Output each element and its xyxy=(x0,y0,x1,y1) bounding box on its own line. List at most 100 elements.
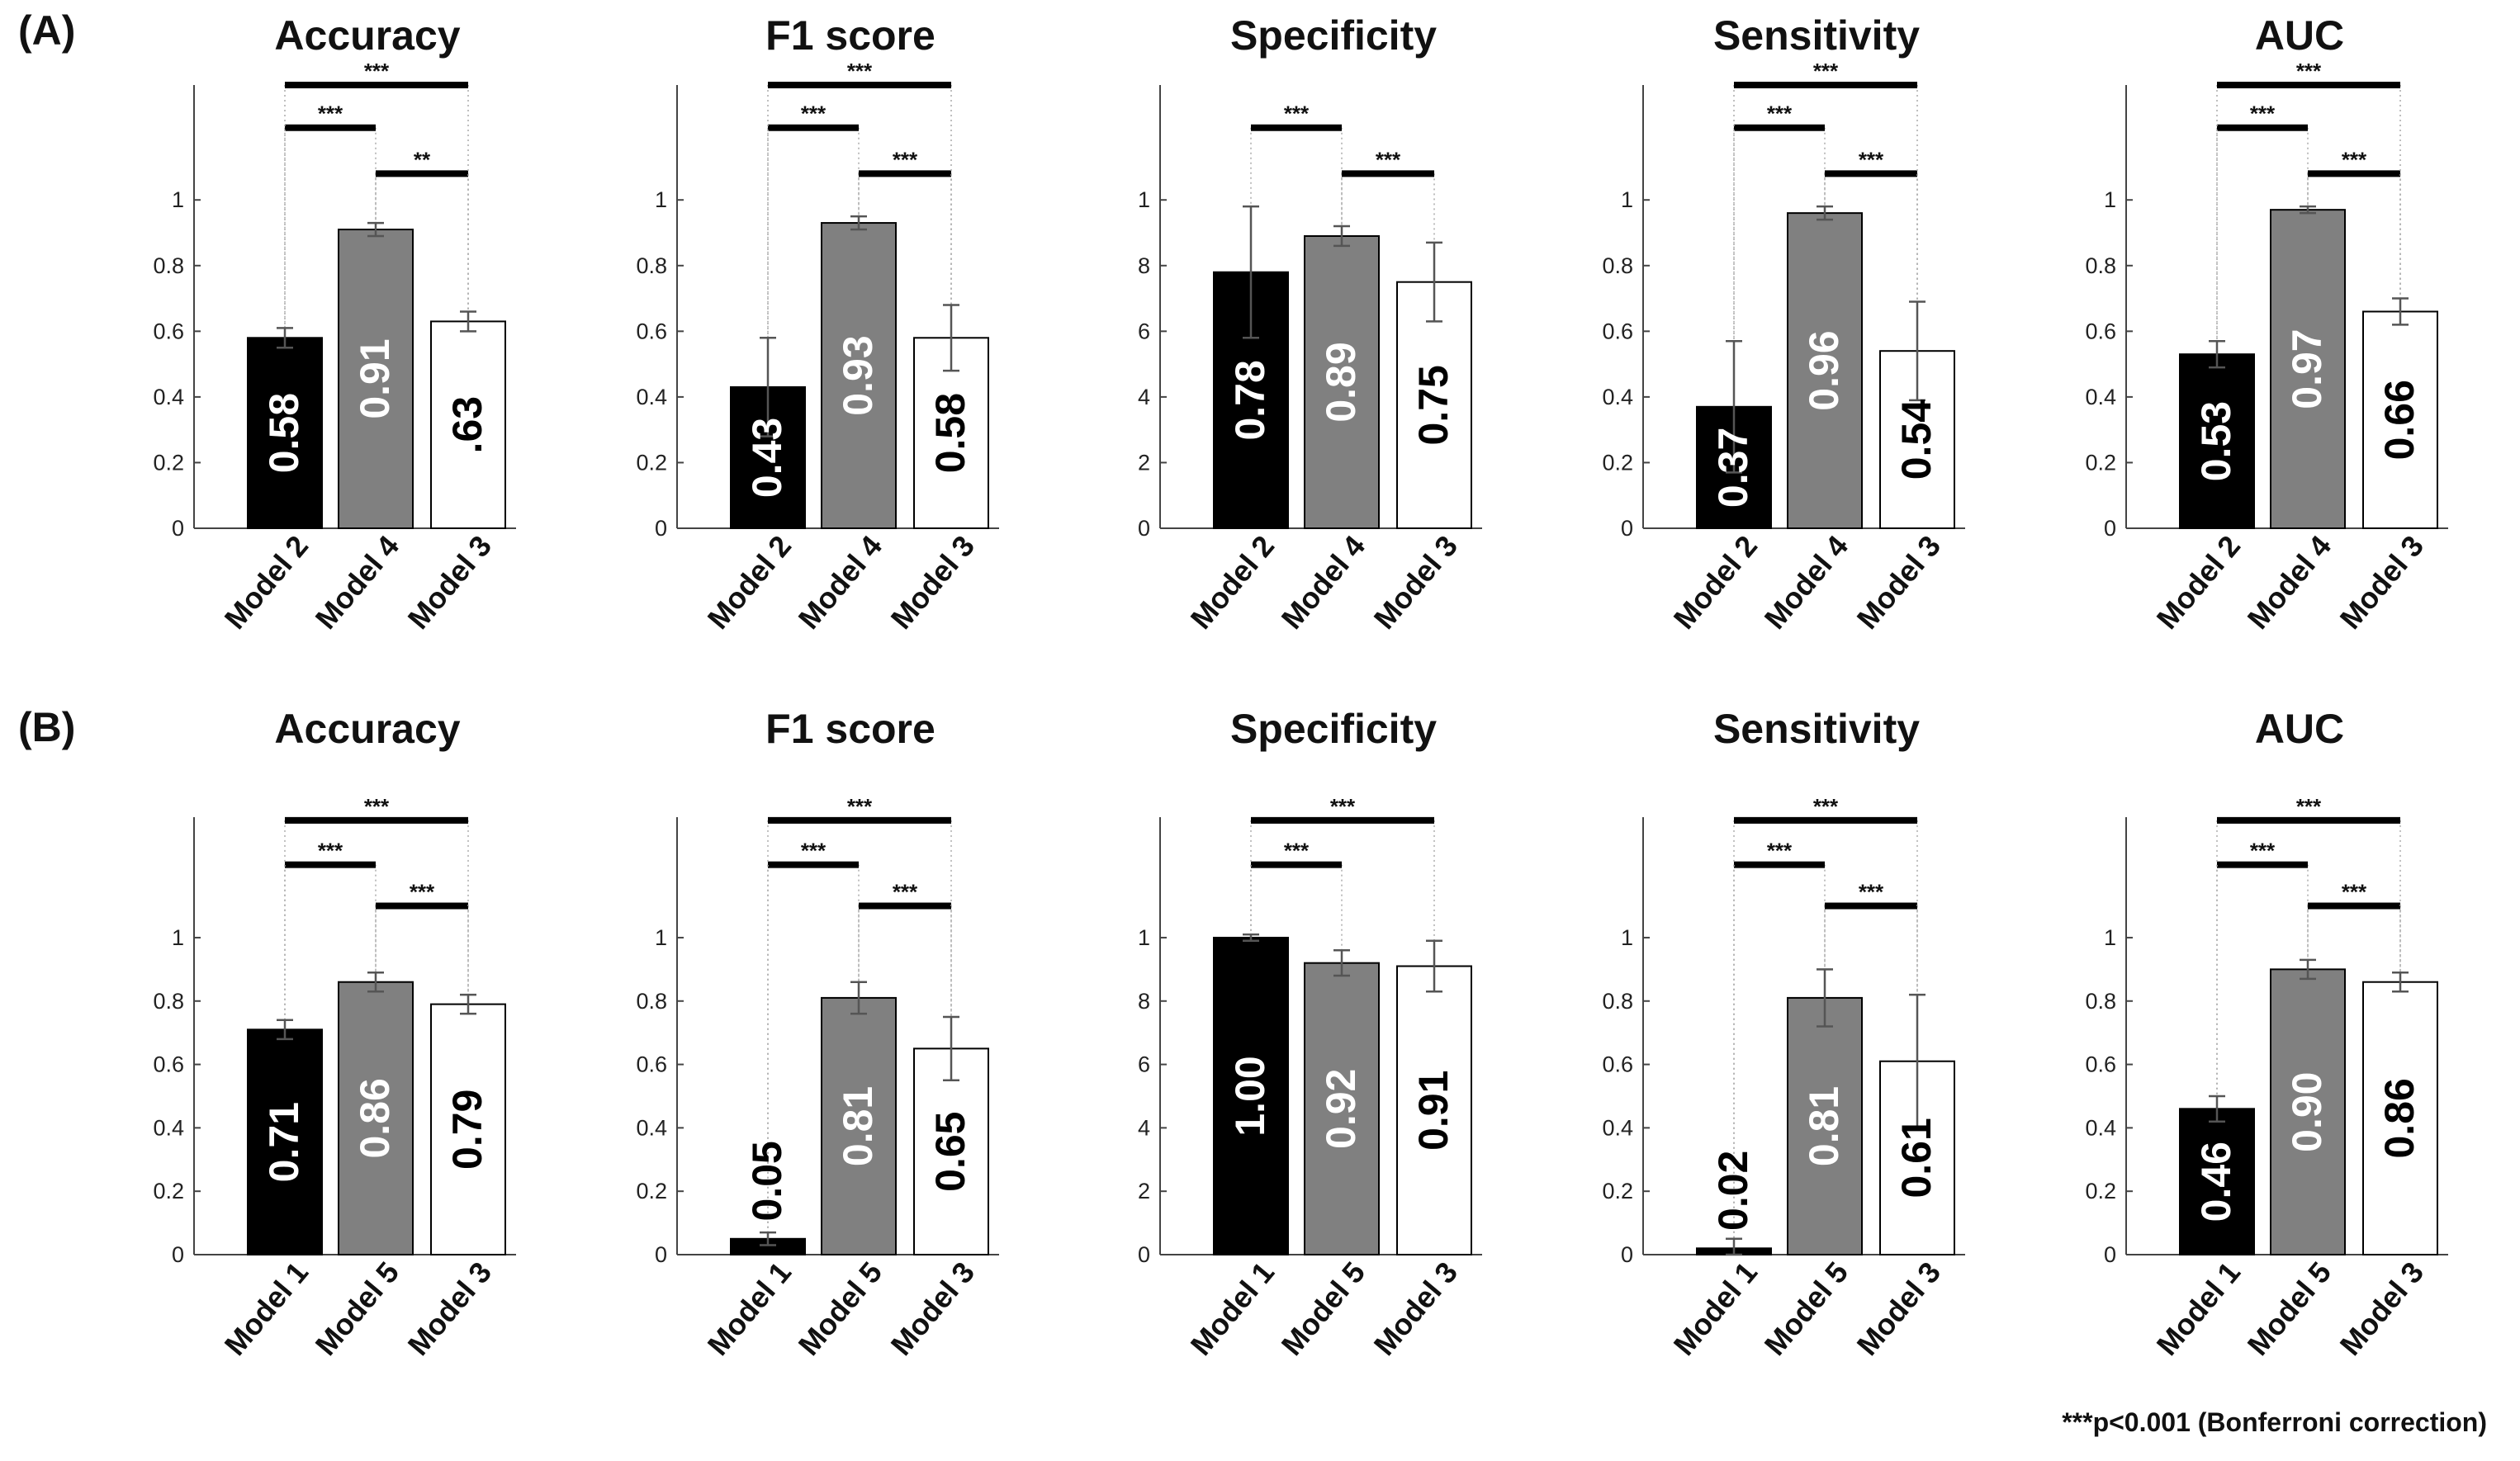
r0c4-value-label: 0.53 xyxy=(2193,401,2239,481)
r1c2-bar xyxy=(1396,965,1472,1255)
r1c1-category-label: Model 1 xyxy=(701,1255,798,1362)
r0c0-title: Accuracy xyxy=(274,12,460,59)
r1c1-sig-label: *** xyxy=(801,839,827,863)
r1c3-sig-label: *** xyxy=(1859,880,1884,905)
r1c0-value-label: 0.71 xyxy=(261,1102,307,1182)
r1c1-ytick-label: 0.2 xyxy=(636,1179,667,1203)
r1c3-sig-label: *** xyxy=(1813,794,1839,819)
r1c4-category-label: Model 3 xyxy=(2333,1255,2431,1362)
r1c4-value-label: 0.46 xyxy=(2193,1142,2239,1222)
r1c4-category-label: Model 5 xyxy=(2241,1255,2338,1362)
r1c2-sig-label: *** xyxy=(1284,839,1310,863)
r0c2-ytick-label: 6 xyxy=(1138,319,1150,343)
r1c1-category-label: Model 5 xyxy=(792,1255,889,1362)
r0c0-bar xyxy=(247,337,323,529)
r1c3-ytick-label: 0 xyxy=(1621,1242,1633,1267)
r0c1-category-label: Model 2 xyxy=(701,529,798,636)
r1c0-bar xyxy=(247,1028,323,1255)
r1c1-sig-label: *** xyxy=(893,880,918,905)
r1c2-value-label: 1.00 xyxy=(1227,1056,1273,1136)
r1c1-value-label: 0.81 xyxy=(835,1086,881,1166)
r0c1-sig-label: *** xyxy=(893,147,918,172)
r1c3-category-label: Model 1 xyxy=(1667,1255,1764,1362)
r0c1-sig-label: *** xyxy=(847,59,873,83)
r1c4-bar xyxy=(2270,968,2346,1255)
r1c3-sig-label: *** xyxy=(1767,839,1793,863)
r0c4-value-label: 0.66 xyxy=(2376,380,2423,460)
r0c4-category-label: Model 2 xyxy=(2150,529,2248,636)
r0c4-bar xyxy=(2270,209,2346,529)
r0c0-sig-label: ** xyxy=(414,147,431,172)
r0c2-bar xyxy=(1304,234,1380,529)
r0c1-value-label: 0.43 xyxy=(744,418,790,498)
r0c1-title: F1 score xyxy=(765,12,936,59)
r1c2-ytick-label: 1 xyxy=(1138,925,1150,950)
r0c3-category-label: Model 2 xyxy=(1667,529,1764,636)
r0c2-ytick-label: 2 xyxy=(1138,450,1150,475)
r0c1-ytick-label: 1 xyxy=(655,187,667,212)
r1c1-sig-label: *** xyxy=(847,794,873,819)
r0c4-ytick-label: 0.8 xyxy=(2085,253,2116,278)
r0c1-bar xyxy=(821,222,897,529)
r0c3-sig-label: *** xyxy=(1813,59,1839,83)
r1c4-ytick-label: 0 xyxy=(2104,1242,2116,1267)
r0c3-value-label: 0.37 xyxy=(1710,428,1756,508)
r1c2-sig-label: *** xyxy=(1330,794,1356,819)
r0c3-category-label: Model 3 xyxy=(1850,529,1948,636)
r1c2-category-label: Model 5 xyxy=(1275,1255,1372,1362)
r1c3-category-label: Model 3 xyxy=(1850,1255,1948,1362)
r1c0-value-label: 0.86 xyxy=(352,1078,398,1158)
r1c1-value-label: 0.65 xyxy=(927,1112,973,1192)
r1c4-ytick-label: 0.6 xyxy=(2085,1052,2116,1077)
r1c0-category-label: Model 5 xyxy=(309,1255,406,1362)
r0c1-category-label: Model 3 xyxy=(884,529,982,636)
r0c1-ytick-label: 0.4 xyxy=(636,385,667,409)
r1c1-ytick-label: 1 xyxy=(655,925,667,950)
r0c0-value-label: 0.91 xyxy=(352,338,398,418)
r0c1-ytick-label: 0 xyxy=(655,516,667,541)
r0c0-category-label: Model 4 xyxy=(309,529,406,636)
r0c1-ytick-label: 0.2 xyxy=(636,450,667,475)
r0c2-sig-label: *** xyxy=(1284,102,1310,126)
r0c0-ytick-label: 0.6 xyxy=(153,319,184,343)
r0c4-bar xyxy=(2179,353,2255,529)
r1c1-value-label: 0.05 xyxy=(744,1141,790,1221)
r1c4-value-label: 0.86 xyxy=(2376,1078,2423,1158)
row-label-b: (B) xyxy=(18,704,76,750)
footnote: ***p<0.001 (Bonferroni correction) xyxy=(2062,1407,2487,1437)
r0c3-ytick-label: 0.2 xyxy=(1602,450,1633,475)
r0c4-title: AUC xyxy=(2255,12,2344,59)
r1c0-ytick-label: 0.2 xyxy=(153,1179,184,1203)
r1c3-ytick-label: 0.2 xyxy=(1602,1179,1633,1203)
r1c2-title: Specificity xyxy=(1230,706,1437,752)
r1c3-value-label: 0.61 xyxy=(1893,1118,1940,1198)
r1c1-ytick-label: 0.6 xyxy=(636,1052,667,1077)
r0c2-sig-label: *** xyxy=(1376,147,1401,172)
r0c2-title: Specificity xyxy=(1230,12,1437,59)
r1c0-sig-label: *** xyxy=(364,794,390,819)
r0c1-ytick-label: 0.6 xyxy=(636,319,667,343)
r1c2-ytick-label: 0 xyxy=(1138,1242,1150,1267)
r1c2-ytick-label: 6 xyxy=(1138,1052,1150,1077)
r1c1-bar xyxy=(913,1047,989,1255)
r0c1-value-label: 0.93 xyxy=(835,335,881,415)
r0c4-ytick-label: 0.4 xyxy=(2085,385,2116,409)
r0c4-sig-label: *** xyxy=(2250,102,2276,126)
r0c2-bar xyxy=(1396,281,1472,529)
r0c3-category-label: Model 4 xyxy=(1758,529,1855,636)
r0c3-sig-label: *** xyxy=(1859,147,1884,172)
r1c4-ytick-label: 0.8 xyxy=(2085,989,2116,1014)
r1c3-ytick-label: 0.8 xyxy=(1602,989,1633,1014)
r0c2-category-label: Model 2 xyxy=(1184,529,1281,636)
r0c0-category-label: Model 3 xyxy=(401,529,499,636)
r0c3-value-label: 0.54 xyxy=(1893,400,1940,480)
r1c2-ytick-label: 2 xyxy=(1138,1179,1150,1203)
r0c0-ytick-label: 0.4 xyxy=(153,385,184,409)
r1c1-ytick-label: 0.4 xyxy=(636,1115,667,1140)
r1c4-bar xyxy=(2179,1108,2255,1256)
r1c4-ytick-label: 0.2 xyxy=(2085,1179,2116,1203)
r1c1-title: F1 score xyxy=(765,706,936,752)
r1c0-ytick-label: 0 xyxy=(172,1242,184,1267)
r1c0-ytick-label: 1 xyxy=(172,925,184,950)
